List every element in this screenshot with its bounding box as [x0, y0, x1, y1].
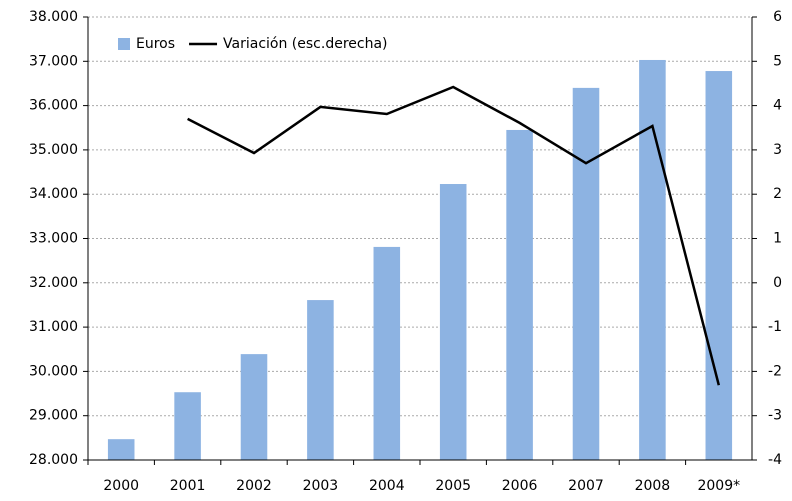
y-tick-label: 31.000	[29, 319, 78, 335]
x-tick-label: 2004	[369, 478, 405, 494]
y-tick-label: 33.000	[29, 231, 78, 247]
y-tick-label: 29.000	[29, 408, 78, 424]
y2-tick-label: 5	[773, 53, 782, 69]
y2-tick-label: 1	[773, 231, 782, 247]
y2-tick-label: 4	[773, 98, 782, 114]
legend-label: Euros	[136, 36, 175, 52]
bar	[373, 246, 401, 460]
y2-tick-label: 2	[773, 186, 782, 202]
bar	[307, 300, 334, 460]
y2-tick-label: -2	[768, 363, 782, 379]
x-tick-label: 2005	[435, 478, 471, 494]
bar	[174, 392, 201, 460]
y-tick-label: 34.000	[29, 186, 78, 202]
y-tick-label: 38.000	[29, 9, 78, 25]
y2-tick-label: -1	[768, 319, 782, 335]
x-tick-label: 2006	[502, 478, 538, 494]
x-tick-label: 2007	[568, 478, 604, 494]
legend-swatch	[118, 38, 130, 50]
y2-tick-label: 6	[773, 9, 782, 25]
bar	[639, 59, 666, 460]
y-tick-label: 36.000	[29, 98, 78, 114]
bar	[705, 71, 733, 461]
bar	[572, 87, 600, 460]
bar	[107, 439, 135, 460]
bar	[439, 184, 467, 461]
bar	[240, 354, 268, 460]
y-tick-label: 28.000	[29, 452, 78, 468]
y2-tick-label: -3	[768, 408, 782, 424]
bar	[506, 129, 533, 460]
y-tick-label: 37.000	[29, 53, 78, 69]
x-tick-label: 2003	[303, 478, 339, 494]
line	[187, 85, 721, 386]
x-tick-label: 2002	[236, 478, 272, 494]
x-tick-label: 2000	[103, 478, 139, 494]
y-tick-label: 35.000	[29, 142, 78, 158]
x-tick-label: 2009*	[697, 478, 740, 494]
y2-tick-label: -4	[768, 452, 782, 468]
x-tick-label: 2001	[170, 478, 206, 494]
y-tick-label: 30.000	[29, 363, 78, 379]
y-tick-label: 32.000	[29, 275, 78, 291]
y2-tick-label: 3	[773, 142, 782, 158]
legend-label: Variación (esc.derecha)	[223, 36, 387, 52]
x-tick-label: 2008	[635, 478, 671, 494]
y2-tick-label: 0	[773, 275, 782, 291]
